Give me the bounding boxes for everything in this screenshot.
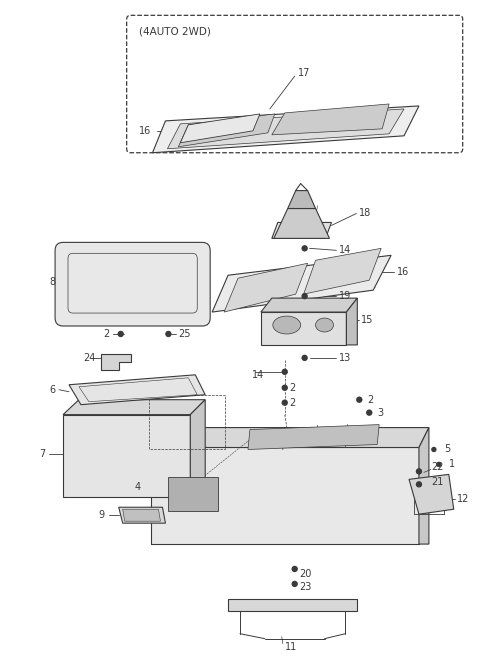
Polygon shape bbox=[190, 400, 205, 497]
Text: 14: 14 bbox=[339, 245, 352, 255]
Polygon shape bbox=[63, 400, 205, 415]
Text: 13: 13 bbox=[339, 353, 352, 363]
Circle shape bbox=[302, 246, 307, 251]
Polygon shape bbox=[151, 447, 419, 544]
Text: 5: 5 bbox=[444, 445, 450, 455]
Text: 16: 16 bbox=[397, 267, 409, 277]
Polygon shape bbox=[224, 263, 308, 312]
FancyBboxPatch shape bbox=[127, 15, 463, 153]
Circle shape bbox=[302, 294, 307, 298]
Polygon shape bbox=[272, 104, 389, 135]
Ellipse shape bbox=[315, 318, 334, 332]
Polygon shape bbox=[248, 424, 379, 449]
Circle shape bbox=[166, 331, 171, 337]
Ellipse shape bbox=[273, 316, 300, 334]
Polygon shape bbox=[261, 312, 347, 345]
Text: 25: 25 bbox=[179, 329, 191, 339]
Text: 9: 9 bbox=[99, 510, 105, 520]
Polygon shape bbox=[101, 354, 131, 370]
Polygon shape bbox=[179, 114, 275, 147]
Circle shape bbox=[118, 331, 123, 337]
Text: 3: 3 bbox=[377, 407, 384, 418]
Polygon shape bbox=[153, 106, 419, 153]
Circle shape bbox=[292, 567, 297, 571]
Text: 15: 15 bbox=[361, 315, 373, 325]
Text: 2: 2 bbox=[290, 382, 296, 393]
FancyBboxPatch shape bbox=[55, 242, 210, 326]
Polygon shape bbox=[274, 209, 329, 238]
Polygon shape bbox=[212, 255, 391, 312]
Text: 12: 12 bbox=[457, 494, 469, 504]
Polygon shape bbox=[261, 298, 357, 312]
Text: 11: 11 bbox=[285, 642, 297, 651]
Polygon shape bbox=[272, 222, 332, 238]
Text: 2: 2 bbox=[367, 395, 373, 405]
Circle shape bbox=[437, 462, 441, 466]
Polygon shape bbox=[119, 507, 166, 523]
Circle shape bbox=[292, 581, 297, 586]
Polygon shape bbox=[69, 375, 205, 405]
Text: 18: 18 bbox=[360, 209, 372, 218]
Text: 22: 22 bbox=[431, 462, 444, 472]
Polygon shape bbox=[419, 428, 429, 544]
Circle shape bbox=[417, 482, 421, 487]
Circle shape bbox=[282, 369, 287, 375]
Text: 2: 2 bbox=[290, 398, 296, 407]
Circle shape bbox=[417, 469, 421, 474]
Polygon shape bbox=[168, 478, 218, 511]
Text: 7: 7 bbox=[39, 449, 46, 459]
Text: 8: 8 bbox=[49, 277, 55, 287]
Circle shape bbox=[282, 400, 287, 405]
Text: 16: 16 bbox=[139, 126, 151, 136]
Polygon shape bbox=[409, 474, 454, 514]
Circle shape bbox=[302, 356, 307, 360]
Circle shape bbox=[432, 447, 436, 451]
Text: 1: 1 bbox=[449, 459, 455, 470]
Polygon shape bbox=[168, 109, 404, 149]
Text: 21: 21 bbox=[431, 478, 443, 487]
Text: 4: 4 bbox=[134, 482, 141, 492]
Polygon shape bbox=[151, 428, 429, 447]
Text: 6: 6 bbox=[49, 384, 55, 395]
Circle shape bbox=[357, 397, 362, 402]
Text: 14: 14 bbox=[252, 370, 264, 380]
Polygon shape bbox=[123, 509, 160, 521]
Polygon shape bbox=[228, 599, 357, 611]
Polygon shape bbox=[180, 114, 260, 143]
Polygon shape bbox=[347, 298, 357, 345]
Text: 23: 23 bbox=[300, 582, 312, 592]
Polygon shape bbox=[63, 415, 190, 497]
Circle shape bbox=[367, 410, 372, 415]
Text: 24: 24 bbox=[83, 353, 96, 363]
Polygon shape bbox=[304, 249, 381, 294]
Polygon shape bbox=[288, 191, 315, 209]
Text: 20: 20 bbox=[300, 569, 312, 579]
Text: 2: 2 bbox=[103, 329, 109, 339]
Text: 17: 17 bbox=[298, 68, 310, 78]
Circle shape bbox=[282, 385, 287, 390]
Text: (4AUTO 2WD): (4AUTO 2WD) bbox=[139, 26, 210, 36]
Text: 19: 19 bbox=[339, 291, 352, 301]
